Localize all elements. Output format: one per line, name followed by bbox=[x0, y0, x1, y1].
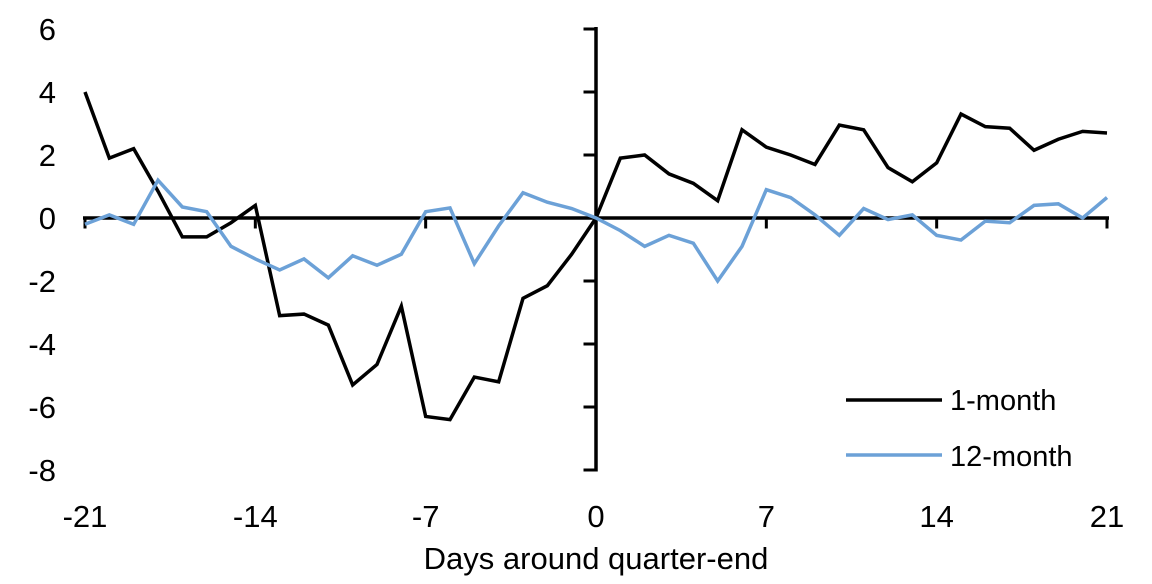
x-tick-label: -21 bbox=[63, 499, 108, 534]
y-tick-label: -6 bbox=[28, 390, 56, 425]
legend: 1-month 12-month bbox=[846, 385, 1073, 473]
y-tick-label: 0 bbox=[39, 201, 56, 236]
y-tick-label: 2 bbox=[39, 138, 56, 173]
x-tick-label: -7 bbox=[412, 499, 440, 534]
y-tick-label: -2 bbox=[28, 264, 56, 299]
x-tick-label: 21 bbox=[1090, 499, 1124, 534]
legend-label-1-month: 1-month bbox=[950, 385, 1056, 417]
y-axis-tick-labels: 6 4 2 0 -2 -4 -6 -8 bbox=[28, 12, 56, 488]
x-axis-tick-labels: -21 -14 -7 0 7 14 21 bbox=[63, 499, 1125, 534]
x-tick-label: 7 bbox=[758, 499, 775, 534]
y-tick-label: -8 bbox=[28, 453, 56, 488]
legend-label-12-month: 12-month bbox=[950, 441, 1073, 473]
y-tick-label: 4 bbox=[39, 75, 56, 110]
x-tick-label: 0 bbox=[587, 499, 604, 534]
x-tick-label: -14 bbox=[233, 499, 278, 534]
y-tick-label: 6 bbox=[39, 12, 56, 47]
x-axis-title: Days around quarter-end bbox=[424, 541, 769, 576]
y-axis-ticks bbox=[583, 27, 596, 472]
series-12-month-line bbox=[84, 177, 1109, 285]
y-tick-label: -4 bbox=[28, 327, 56, 362]
x-tick-label: 14 bbox=[919, 499, 953, 534]
